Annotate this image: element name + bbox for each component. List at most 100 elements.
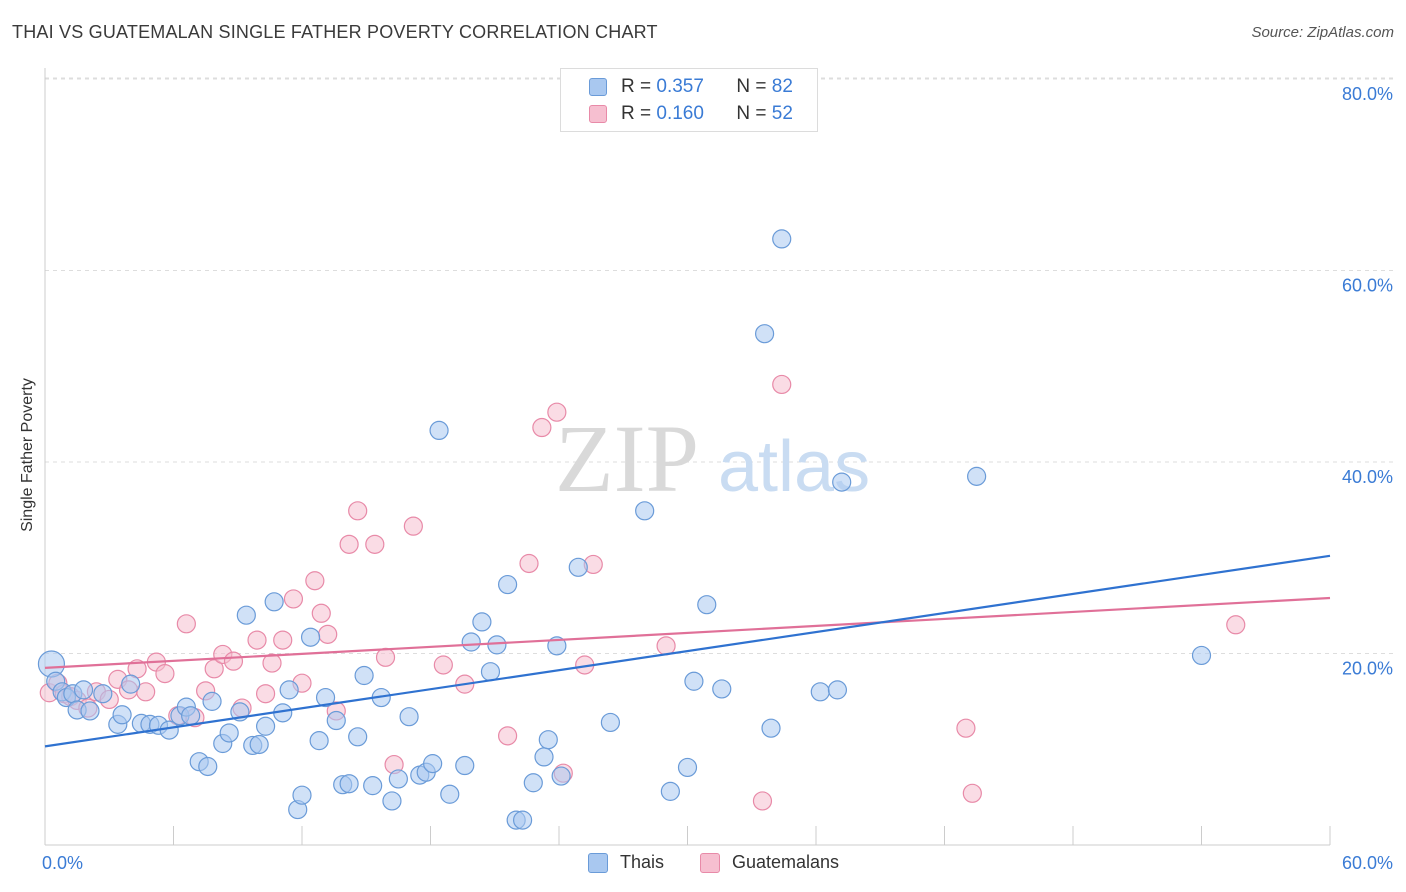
- thais-point: [832, 472, 852, 492]
- legend-guatemalans-label: Guatemalans: [732, 852, 840, 872]
- thais-point: [300, 627, 321, 647]
- thais-point: [455, 755, 475, 776]
- thais-point: [339, 774, 359, 794]
- thais-point: [1191, 645, 1212, 666]
- thais-point: [551, 766, 571, 786]
- guatemalans-trend-line: [44, 596, 1331, 669]
- y-tick-label: 80.0%: [1342, 84, 1393, 104]
- thais-swatch: [589, 78, 607, 96]
- thais-point: [388, 769, 408, 789]
- guatemalans-point: [365, 534, 385, 554]
- guatemalans-point: [247, 630, 267, 650]
- thais-point: [498, 574, 518, 595]
- correlation-legend: R = 0.357 N = 82 R = 0.160 N = 52: [560, 68, 818, 132]
- thais-points: [37, 229, 1212, 830]
- legend-n-label: N =: [736, 76, 767, 97]
- thais-point: [348, 727, 368, 747]
- thais-point: [684, 671, 704, 691]
- thais-point: [198, 756, 218, 777]
- guatemalans-point: [136, 682, 156, 702]
- legend-row-guatemalans: R = 0.160 N = 52: [589, 102, 793, 126]
- guatemalans-point: [318, 624, 338, 644]
- thais-point: [440, 784, 460, 804]
- thais-point: [326, 710, 346, 731]
- y-tick-label: 40.0%: [1342, 467, 1393, 487]
- trend-lines: [44, 554, 1331, 748]
- thais-point: [480, 662, 501, 682]
- guatemalans-point: [752, 791, 773, 811]
- thais-point: [93, 684, 113, 704]
- guatemalans-point: [223, 651, 244, 671]
- legend-item-guatemalans[interactable]: Guatemalans: [700, 852, 839, 873]
- guatemalans-point: [283, 589, 304, 609]
- thais-point: [121, 674, 141, 694]
- guatemalans-point: [375, 647, 396, 667]
- guatemalans-point: [962, 783, 982, 803]
- guatemalans-point: [176, 614, 196, 634]
- thais-point: [538, 730, 558, 750]
- thais-point: [810, 682, 830, 702]
- guatemalans-point: [348, 501, 368, 521]
- thais-point: [112, 705, 132, 725]
- chart-title: THAI VS GUATEMALAN SINGLE FATHER POVERTY…: [12, 22, 658, 42]
- thais-point: [697, 595, 717, 615]
- thais-point: [292, 785, 312, 805]
- thais-point: [677, 757, 698, 778]
- thais-point: [202, 691, 222, 711]
- source-credit: Source: ZipAtlas.com: [1251, 24, 1394, 41]
- thais-point: [635, 501, 655, 521]
- guatemalans-point: [433, 655, 453, 675]
- thais-point: [423, 754, 443, 774]
- x-tick-label: 0.0%: [42, 853, 83, 873]
- thais-point: [429, 420, 449, 441]
- legend-r-value: 0.357: [656, 76, 704, 97]
- thais-point: [461, 632, 481, 652]
- guatemalans-point: [403, 516, 423, 536]
- guatemalans-point: [547, 402, 567, 422]
- axes: [44, 68, 1331, 846]
- guatemalans-point: [273, 630, 293, 650]
- guatemalans-point: [656, 636, 676, 656]
- thais-point: [181, 706, 201, 726]
- watermark: ZIP atlas: [555, 405, 870, 512]
- guatemalans-point: [519, 553, 539, 574]
- series-legend: Thais Guatemalans: [0, 852, 1406, 876]
- guatemalans-point: [155, 664, 175, 684]
- legend-r-label: R =: [621, 103, 652, 124]
- legend-r-label: R =: [621, 76, 652, 97]
- thais-point: [772, 229, 792, 249]
- y-tick-label: 60.0%: [1342, 276, 1393, 296]
- legend-n-value: 82: [771, 76, 793, 97]
- thais-point: [712, 679, 732, 699]
- thais-point: [967, 466, 987, 486]
- thais-point: [487, 635, 507, 655]
- thais-point: [255, 716, 276, 736]
- thais-point: [309, 731, 329, 751]
- thais-point: [660, 781, 680, 801]
- guatemalans-point: [498, 726, 518, 746]
- guatemalans-point: [305, 571, 325, 591]
- thais-point: [534, 747, 554, 767]
- thais-point: [512, 810, 533, 830]
- thais-point: [236, 605, 256, 625]
- thais-point: [600, 712, 621, 733]
- legend-n-value: 52: [771, 103, 793, 124]
- guatemalans-point: [1226, 615, 1246, 635]
- thais-point: [80, 701, 100, 721]
- guatemalans-point: [956, 718, 976, 738]
- watermark-zip: ZIP: [555, 405, 699, 512]
- thais-swatch: [588, 852, 608, 873]
- thais-point: [399, 707, 419, 727]
- thais-point: [279, 680, 299, 700]
- guatemalans-point: [339, 534, 359, 554]
- guatemalans-point: [772, 374, 792, 395]
- legend-item-thais[interactable]: Thais: [588, 852, 664, 873]
- legend-thais-label: Thais: [620, 852, 665, 872]
- guatemalans-swatch: [700, 852, 720, 873]
- thais-point: [264, 592, 284, 612]
- thais-trend-line: [44, 554, 1331, 748]
- legend-r-value: 0.160: [656, 103, 704, 124]
- legend-n-label: N =: [736, 103, 767, 124]
- thais-point: [472, 612, 492, 632]
